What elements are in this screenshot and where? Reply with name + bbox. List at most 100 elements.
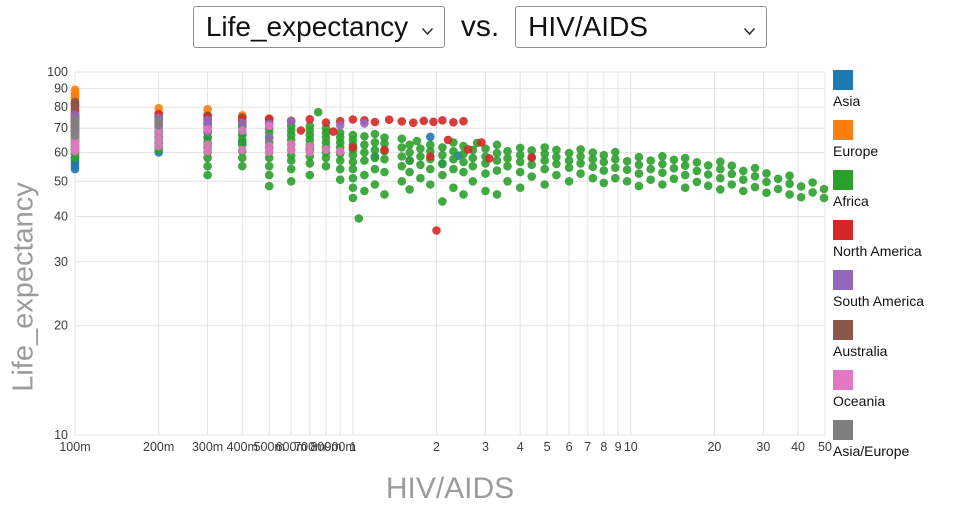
data-point[interactable]: [503, 161, 512, 171]
data-point[interactable]: [397, 152, 407, 161]
data-point[interactable]: [762, 169, 771, 178]
data-point[interactable]: [70, 97, 80, 107]
data-point[interactable]: [438, 143, 447, 152]
data-point[interactable]: [203, 161, 212, 171]
data-point[interactable]: [335, 164, 345, 174]
data-point[interactable]: [492, 156, 502, 165]
data-point[interactable]: [599, 178, 609, 188]
data-point[interactable]: [449, 146, 458, 156]
data-point[interactable]: [477, 138, 486, 147]
data-point[interactable]: [335, 121, 345, 130]
data-point[interactable]: [348, 157, 358, 167]
data-point[interactable]: [588, 148, 598, 157]
data-point[interactable]: [405, 140, 414, 150]
data-point[interactable]: [397, 143, 407, 152]
data-point[interactable]: [564, 148, 574, 158]
data-point[interactable]: [329, 127, 338, 136]
data-point[interactable]: [405, 185, 414, 194]
data-point[interactable]: [634, 152, 644, 162]
data-point[interactable]: [750, 172, 760, 181]
data-point[interactable]: [203, 140, 212, 150]
data-point[interactable]: [716, 164, 725, 174]
data-point[interactable]: [70, 114, 80, 124]
data-point[interactable]: [716, 185, 725, 194]
data-point[interactable]: [348, 183, 358, 192]
data-point[interactable]: [412, 136, 422, 146]
data-point[interactable]: [703, 170, 713, 179]
data-point[interactable]: [658, 152, 667, 161]
data-point[interactable]: [819, 193, 829, 203]
data-point[interactable]: [485, 154, 494, 163]
data-point[interactable]: [646, 164, 655, 174]
data-point[interactable]: [354, 214, 364, 223]
data-point[interactable]: [599, 150, 609, 160]
data-point[interactable]: [622, 177, 632, 186]
data-point[interactable]: [785, 171, 794, 180]
data-point[interactable]: [335, 147, 345, 156]
data-point[interactable]: [335, 175, 345, 184]
legend-swatch-south-america[interactable]: [833, 270, 853, 290]
data-point[interactable]: [380, 154, 389, 164]
data-point[interactable]: [785, 179, 794, 189]
data-point[interactable]: [611, 173, 620, 183]
data-point[interactable]: [481, 144, 490, 153]
data-point[interactable]: [305, 121, 315, 131]
data-point[interactable]: [646, 175, 655, 184]
data-point[interactable]: [527, 146, 536, 155]
data-point[interactable]: [426, 164, 435, 174]
data-point[interactable]: [552, 170, 561, 180]
data-point[interactable]: [527, 153, 536, 162]
data-point[interactable]: [321, 161, 331, 171]
data-point[interactable]: [468, 161, 478, 171]
data-point[interactable]: [588, 154, 598, 164]
data-point[interactable]: [438, 170, 447, 180]
legend-item-oceania[interactable]: Oceania: [833, 370, 960, 409]
data-point[interactable]: [426, 180, 435, 189]
data-point[interactable]: [405, 156, 414, 165]
data-point[interactable]: [564, 156, 574, 165]
data-point[interactable]: [348, 130, 358, 140]
data-point[interactable]: [468, 177, 478, 186]
data-point[interactable]: [552, 145, 561, 155]
data-point[interactable]: [634, 169, 644, 178]
data-point[interactable]: [727, 180, 737, 189]
data-point[interactable]: [796, 192, 806, 202]
data-point[interactable]: [384, 115, 394, 124]
data-point[interactable]: [576, 169, 585, 178]
data-point[interactable]: [680, 170, 690, 180]
data-point[interactable]: [588, 162, 598, 172]
data-point[interactable]: [503, 177, 512, 186]
data-point[interactable]: [515, 150, 525, 160]
legend-item-australia[interactable]: Australia: [833, 320, 960, 359]
data-point[interactable]: [264, 161, 274, 171]
data-point[interactable]: [296, 126, 306, 135]
data-point[interactable]: [203, 104, 212, 114]
legend-swatch-africa[interactable]: [833, 170, 853, 190]
data-point[interactable]: [203, 170, 212, 180]
data-point[interactable]: [286, 116, 296, 126]
data-point[interactable]: [576, 145, 585, 154]
data-point[interactable]: [611, 154, 620, 164]
data-point[interactable]: [370, 180, 380, 189]
data-point[interactable]: [481, 169, 490, 178]
data-point[interactable]: [397, 134, 407, 143]
data-point[interactable]: [429, 117, 438, 127]
data-point[interactable]: [492, 190, 502, 199]
data-point[interactable]: [409, 118, 418, 127]
data-point[interactable]: [305, 159, 315, 168]
data-point[interactable]: [416, 144, 425, 153]
data-point[interactable]: [599, 166, 609, 175]
data-point[interactable]: [264, 121, 274, 131]
data-point[interactable]: [348, 164, 358, 174]
data-point[interactable]: [449, 118, 458, 127]
data-point[interactable]: [515, 157, 525, 167]
data-point[interactable]: [785, 190, 794, 199]
data-point[interactable]: [286, 164, 296, 174]
data-point[interactable]: [380, 145, 389, 155]
data-point[interactable]: [611, 163, 620, 172]
data-point[interactable]: [438, 150, 447, 160]
data-point[interactable]: [380, 190, 389, 199]
data-point[interactable]: [405, 148, 414, 157]
data-point[interactable]: [348, 143, 358, 152]
data-point[interactable]: [669, 174, 679, 184]
